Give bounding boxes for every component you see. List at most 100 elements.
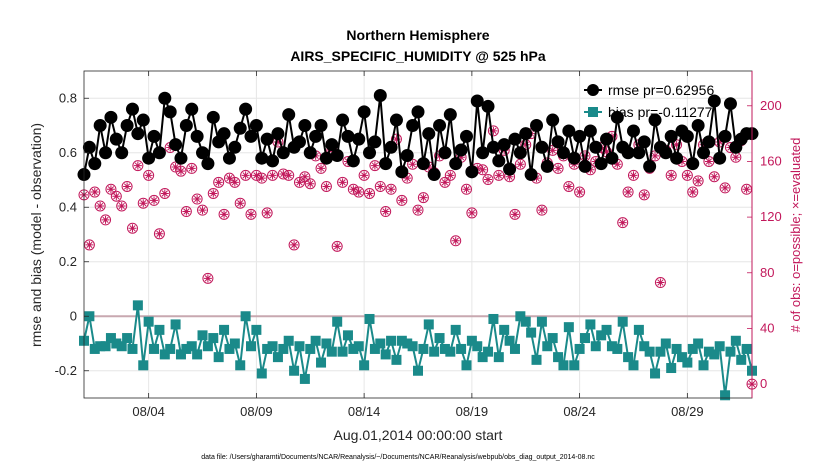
rmse-marker	[702, 135, 716, 149]
x-tick-label: 08/29	[671, 404, 704, 419]
y-tick-label: 0.8	[59, 90, 77, 105]
rmse-marker	[395, 165, 409, 179]
bias-marker	[509, 343, 520, 354]
obs-possible-marker	[315, 162, 327, 174]
obs-evaluated-marker	[338, 178, 347, 187]
obs-evaluated-marker	[478, 165, 487, 174]
x-axis-label: Aug.01,2014 00:00:00 start	[334, 427, 503, 443]
obs-evaluated-marker	[629, 171, 638, 180]
obs-evaluated-marker	[101, 215, 110, 224]
bias-marker	[402, 338, 413, 349]
bias-marker	[267, 341, 278, 352]
rmse-marker	[540, 159, 554, 173]
obs-possible-marker	[240, 169, 252, 181]
bias-marker	[272, 352, 283, 363]
y-right-axis-label: # of obs: o=possible; ×=evaluated	[788, 138, 803, 333]
obs-possible-marker	[439, 176, 451, 188]
obs-possible-marker	[207, 187, 219, 199]
bias-marker	[364, 313, 375, 324]
obs-possible-marker	[358, 169, 370, 181]
bias-marker	[116, 341, 127, 352]
obs-possible-marker	[460, 183, 472, 195]
bias-marker	[170, 319, 181, 330]
obs-evaluated-marker	[370, 161, 379, 170]
obs-evaluated-marker	[548, 146, 557, 155]
obs-evaluated-marker	[96, 201, 105, 210]
y-right-tick-label: 160	[760, 153, 782, 168]
rmse-marker	[271, 127, 285, 141]
bias-marker	[105, 333, 116, 344]
bias-marker	[477, 352, 488, 363]
obs-evaluated-marker	[602, 147, 611, 156]
obs-possible-marker	[396, 194, 408, 206]
obs-possible-marker	[687, 186, 699, 198]
rmse-marker	[222, 151, 236, 165]
obs-evaluated-marker	[446, 171, 455, 180]
rmse-marker	[158, 91, 172, 105]
bias-marker	[127, 343, 138, 354]
obs-evaluated-marker	[176, 167, 185, 176]
rmse-marker	[373, 89, 387, 103]
bias-marker	[644, 346, 655, 357]
obs-evaluated-marker	[489, 126, 498, 135]
obs-evaluated-marker	[376, 182, 385, 191]
y-right-tick-label: 120	[760, 209, 782, 224]
y-right-tick-label: 40	[760, 320, 774, 335]
rmse-marker	[433, 119, 447, 132]
bias-marker	[439, 343, 450, 354]
bias-marker	[553, 352, 564, 363]
bias-marker	[569, 360, 580, 371]
obs-evaluated-marker	[392, 135, 401, 144]
rmse-marker	[228, 140, 242, 154]
bias-marker	[316, 357, 327, 368]
obs-possible-marker	[110, 190, 122, 202]
obs-possible-marker	[197, 204, 209, 216]
bias-marker	[256, 368, 267, 379]
rmse-marker	[152, 146, 166, 160]
obs-evaluated-marker	[144, 171, 153, 180]
obs-evaluated-marker	[510, 210, 519, 219]
obs-evaluated-marker	[710, 172, 719, 181]
bias-marker	[660, 338, 671, 349]
rmse-marker	[589, 140, 603, 154]
obs-possible-marker	[708, 171, 720, 183]
rmse-marker	[465, 165, 479, 179]
bias-marker	[332, 316, 343, 327]
y-tick-label: 0.2	[59, 254, 77, 269]
obs-evaluated-marker	[263, 208, 272, 217]
rmse-marker	[185, 102, 199, 116]
obs-possible-marker	[213, 176, 225, 188]
rmse-marker	[578, 159, 592, 173]
obs-possible-marker	[482, 174, 494, 186]
x-tick-label: 08/24	[563, 404, 596, 419]
bias-marker	[391, 354, 402, 365]
rmse-marker	[217, 127, 231, 141]
bias-marker	[655, 346, 666, 357]
rmse-marker	[292, 135, 306, 149]
data-file-footer: data file: /Users/gharamti/Documents/NCA…	[201, 454, 595, 461]
rmse-marker	[632, 146, 646, 160]
rmse-marker	[626, 124, 640, 138]
bias-marker	[709, 349, 720, 360]
bias-marker	[413, 365, 423, 376]
bias-marker	[596, 330, 607, 341]
rmse-marker	[341, 129, 355, 143]
obs-evaluated-marker	[333, 242, 342, 251]
legend-rmse-marker	[587, 84, 599, 96]
rmse-marker	[621, 146, 635, 160]
obs-evaluated-marker	[742, 185, 751, 194]
bias-marker	[369, 343, 380, 354]
rmse-marker	[136, 113, 150, 127]
bias-marker	[251, 324, 262, 335]
rmse-marker	[697, 146, 711, 160]
obs-evaluated-marker	[704, 157, 713, 166]
rmse-marker	[524, 168, 538, 182]
obs-possible-marker	[229, 176, 241, 188]
bias-marker	[472, 341, 483, 352]
rmse-marker	[427, 168, 441, 182]
bias-marker	[165, 343, 176, 354]
obs-possible-marker	[574, 186, 586, 198]
obs-possible-marker	[261, 207, 273, 219]
obs-evaluated-marker	[300, 172, 309, 181]
obs-evaluated-marker	[505, 172, 514, 181]
